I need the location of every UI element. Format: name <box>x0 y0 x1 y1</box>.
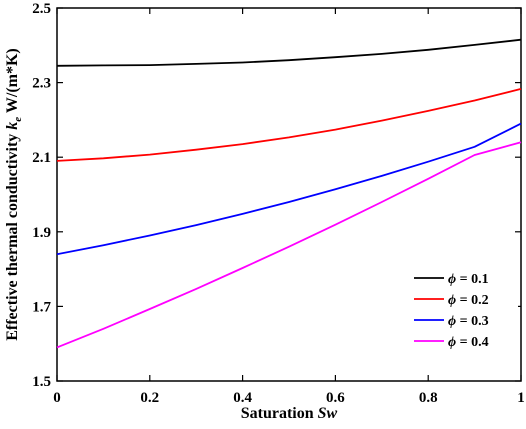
series-line <box>56 88 522 162</box>
legend-label: ϕ = 0.2 <box>448 293 489 308</box>
series-line <box>56 141 522 349</box>
y-axis-title-subscript: e <box>12 117 24 122</box>
series-line <box>56 122 522 256</box>
y-tick-label: 1.9 <box>32 225 51 241</box>
series-lines <box>56 38 522 349</box>
y-tick-label: 1.7 <box>32 299 51 315</box>
series-line <box>56 38 522 67</box>
legend-label-symbol: ϕ <box>448 335 456 350</box>
legend-background <box>410 264 518 354</box>
y-axis-title-symbol: k <box>4 122 21 130</box>
y-axis-title-unit: W/(m*K) <box>4 48 21 117</box>
y-tick-label: 2.3 <box>32 76 51 92</box>
x-tick-label: 0.6 <box>326 390 345 406</box>
y-axis-title-text: Effective thermal conductivity <box>4 130 21 341</box>
y-axis-ticks: 1.5 1.7 1.9 2.1 2.3 2.5 <box>32 1 521 390</box>
x-axis-ticks: 0 0.2 0.4 0.6 0.8 1 <box>53 8 525 406</box>
x-axis-title-text: Saturation <box>241 405 318 422</box>
legend-label-symbol: ϕ <box>448 293 456 308</box>
legend-label: ϕ = 0.3 <box>448 314 489 329</box>
y-tick-label: 2.5 <box>32 1 51 17</box>
x-tick-label: 0.4 <box>233 390 252 406</box>
legend-label-value: = 0.4 <box>456 335 488 350</box>
legend-label: ϕ = 0.4 <box>448 335 489 350</box>
legend-label-value: = 0.1 <box>456 272 488 287</box>
y-tick-label: 1.5 <box>32 374 51 390</box>
x-tick-label: 0.8 <box>419 390 438 406</box>
plot-frame <box>56 7 522 382</box>
legend: ϕ = 0.1ϕ = 0.2ϕ = 0.3ϕ = 0.4 <box>410 264 518 354</box>
legend-label: ϕ = 0.1 <box>448 272 489 287</box>
y-axis-title: Effective thermal conductivity ke W/(m*K… <box>4 48 24 341</box>
y-tick-label: 2.1 <box>32 150 51 166</box>
x-tick-label: 1 <box>517 390 525 406</box>
legend-label-value: = 0.2 <box>456 293 488 308</box>
x-axis-title-symbol: Sw <box>318 405 338 422</box>
legend-label-value: = 0.3 <box>456 314 488 329</box>
plot-area: 0 0.2 0.4 0.6 0.8 1 1.5 1.7 1.9 2.1 2.3 2.5 <box>32 1 525 406</box>
legend-label-symbol: ϕ <box>448 272 456 287</box>
x-tick-label: 0.2 <box>140 390 159 406</box>
x-axis-title: Saturation Sw <box>241 405 338 422</box>
x-tick-label: 0 <box>53 390 61 406</box>
legend-label-symbol: ϕ <box>448 314 456 329</box>
